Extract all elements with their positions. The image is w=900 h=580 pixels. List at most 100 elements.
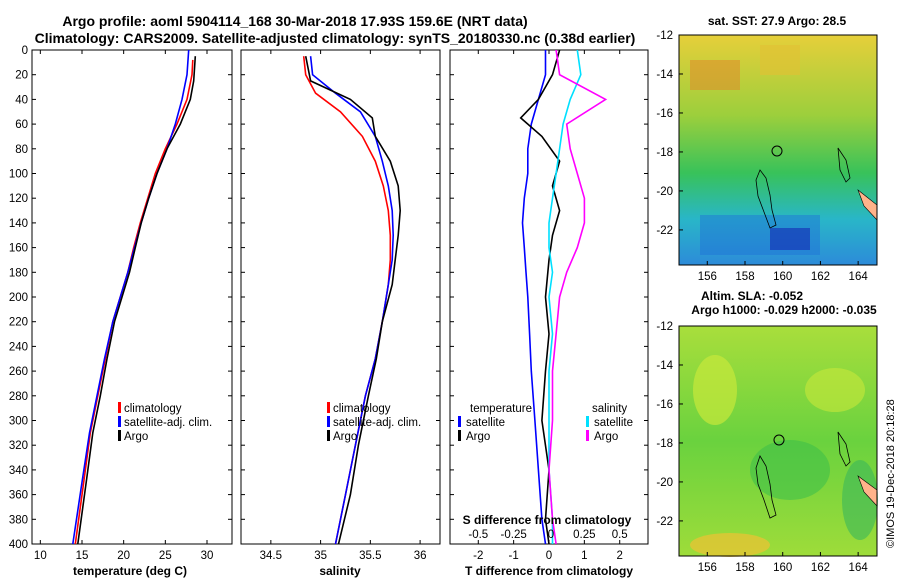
sla-low-patch [842, 460, 878, 540]
y-tick-label: 160 [9, 243, 28, 255]
argo-position-marker [771, 145, 783, 157]
sla-high-patch [693, 355, 737, 425]
map-lon-label: 158 [735, 562, 754, 574]
sla-map-title-1: Altim. SLA: -0.052 [701, 289, 803, 303]
sla-high-patch [690, 533, 770, 557]
sla-map-frame [678, 325, 878, 557]
legend-swatch-argo [327, 430, 330, 441]
map-lon-label: 162 [811, 562, 830, 574]
x-tick-label: 25 [159, 550, 172, 562]
legend-label: Argo [124, 431, 148, 443]
legend-label: satellite [466, 417, 505, 429]
top-tick-label: -0.5 [468, 529, 488, 541]
map-lat-label: -20 [656, 477, 673, 489]
y-tick-label: 0 [22, 45, 28, 57]
sla-high-patch [805, 368, 865, 412]
map-lat-label: -14 [656, 69, 673, 81]
x-tick-label: 0 [546, 550, 552, 562]
x-tick-label: -2 [473, 550, 483, 562]
difference-xlabel-top: S difference from climatology [463, 513, 632, 527]
map-lat-label: -16 [656, 399, 673, 411]
series-line-argo [304, 56, 402, 544]
y-tick-label: 340 [9, 465, 28, 477]
legend-label: Argo [594, 431, 618, 443]
map-lat-label: -18 [656, 147, 673, 159]
legend-title-temperature: temperature [470, 403, 532, 415]
series-line-salinity-satellite [548, 50, 582, 544]
salinity-xlabel: salinity [319, 564, 361, 578]
legend-label: Argo [466, 431, 490, 443]
temperature-xlabel: temperature (deg C) [73, 564, 187, 578]
credit-label: ©IMOS 19-Dec-2018 20:18:28 [885, 399, 897, 548]
legend-label: Argo [333, 431, 357, 443]
island-outline [837, 431, 851, 467]
sst-warm-patch [690, 60, 740, 90]
argo-position-marker [773, 434, 785, 446]
legend-swatch-s-argo [586, 430, 589, 441]
sst-cool-patch [770, 228, 810, 250]
x-tick-label: 36 [414, 550, 427, 562]
legend-swatch-argo [118, 430, 121, 441]
legend-swatch-t-argo [458, 430, 461, 441]
map-lat-label: -22 [656, 225, 673, 237]
salinity-axes [240, 49, 441, 545]
map-lon-label: 164 [849, 562, 869, 574]
map-lat-label: -18 [656, 438, 673, 450]
map-lon-label: 156 [698, 562, 717, 574]
x-tick-label: 1 [581, 550, 587, 562]
legend-label: satellite-adj. clim. [124, 417, 212, 429]
title-line-2: Climatology: CARS2009. Satellite-adjuste… [35, 30, 636, 46]
sla-map-ticks: 156 158 160 162 164 -12 -14 -16 -18 -20 -22 [656, 321, 868, 574]
sst-map [678, 34, 878, 266]
sst-map-ticks: 156 158 160 162 164 -12 -14 -16 -18 -20 -22 [656, 30, 868, 283]
map-lat-label: -14 [656, 360, 673, 372]
y-tick-label: 80 [15, 144, 28, 156]
x-tick-label: 10 [34, 550, 47, 562]
difference-series [519, 50, 608, 544]
series-line-temperature-argo [519, 50, 561, 544]
sla-map-title-2: Argo h1000: -0.029 h2000: -0.035 [691, 303, 877, 317]
legend-swatch-climatology [327, 402, 330, 413]
series-line-satellite-adj-clim- [309, 56, 395, 544]
difference-xlabel: T difference from climatology [465, 564, 633, 578]
y-tick-label: 20 [15, 70, 28, 82]
difference-x-ticks: -2 -1 0 1 2 -0.5 -0.25 0 0.25 0.5 [468, 50, 628, 562]
map-lat-label: -22 [656, 516, 673, 528]
series-line-climatology [302, 56, 392, 544]
x-tick-label: 20 [117, 550, 130, 562]
x-tick-label: 34.5 [260, 550, 282, 562]
island-outline [755, 169, 777, 229]
temperature-axes [31, 49, 233, 545]
title-line-1: Argo profile: aoml 5904114_168 30-Mar-20… [62, 13, 527, 29]
top-tick-label: -0.25 [501, 529, 527, 541]
series-line-argo [77, 56, 197, 544]
legend-label: climatology [124, 403, 182, 415]
island-outline [837, 147, 851, 183]
map-lat-label: -12 [656, 321, 673, 333]
y-tick-label: 280 [9, 391, 28, 403]
legend-swatch-s-satellite [586, 416, 589, 427]
y-tick-label: 240 [9, 341, 28, 353]
series-line-salinity-argo [548, 50, 608, 544]
map-lon-label: 162 [811, 271, 830, 283]
y-tick-label: 400 [9, 539, 28, 551]
legend-swatch-satellite [327, 416, 330, 427]
legend-label: climatology [333, 403, 391, 415]
y-tick-label: 260 [9, 366, 28, 378]
sst-map-title: sat. SST: 27.9 Argo: 28.5 [708, 14, 847, 28]
y-tick-label: 200 [9, 292, 28, 304]
temperature-x-ticks: 10 15 20 25 30 [34, 50, 213, 562]
series-line-temperature-satellite [521, 50, 547, 544]
sst-map-frame [678, 34, 878, 266]
y-tick-label: 360 [9, 490, 28, 502]
map-lon-label: 156 [698, 271, 717, 283]
top-tick-label: 0.5 [612, 529, 628, 541]
y-tick-label: 100 [9, 169, 28, 181]
island-outline [755, 455, 777, 519]
sst-warm-patch [760, 45, 800, 75]
legend-title-salinity: salinity [592, 403, 627, 415]
x-tick-label: -1 [509, 550, 519, 562]
legend-swatch-satellite [118, 416, 121, 427]
y-tick-label: 300 [9, 416, 28, 428]
